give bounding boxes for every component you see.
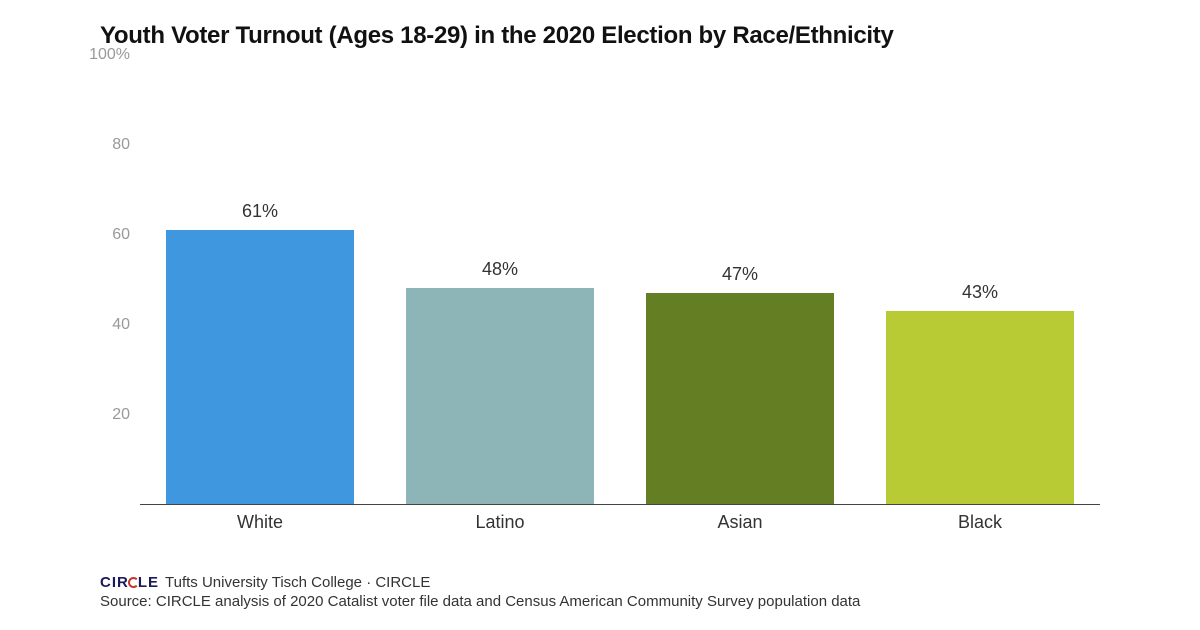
footer: CIR LE Tufts University Tisch College · C… [100,574,1100,610]
x-category-label: White [237,512,283,533]
plot-region: 20406080100%61%White48%Latino47%Asian43%… [140,55,1100,505]
circle-logo: CIR LE [100,574,159,591]
chart-area: 20406080100%61%White48%Latino47%Asian43%… [100,55,1100,530]
bar: 48% [406,288,593,504]
y-tick-label: 80 [112,136,130,154]
bar-value-label: 47% [722,264,758,285]
y-tick-label: 60 [112,226,130,244]
bar: 47% [646,293,833,505]
bar-value-label: 48% [482,259,518,280]
bar-value-label: 61% [242,201,278,222]
chart-title: Youth Voter Turnout (Ages 18-29) in the … [100,22,894,50]
x-category-label: Black [958,512,1002,533]
logo-text-left: CIR [100,574,129,591]
attribution-line: CIR LE Tufts University Tisch College · C… [100,574,1100,591]
source-text: Source: CIRCLE analysis of 2020 Catalist… [100,593,1100,610]
logo-text-right: LE [138,574,159,591]
y-tick-label: 20 [112,406,130,424]
attribution-text: Tufts University Tisch College · CIRCLE [165,574,430,591]
y-tick-label: 100% [89,46,130,64]
y-tick-label: 40 [112,316,130,334]
x-category-label: Asian [717,512,762,533]
bar: 61% [166,230,353,505]
bar-value-label: 43% [962,282,998,303]
bar: 43% [886,311,1073,505]
x-category-label: Latino [475,512,524,533]
